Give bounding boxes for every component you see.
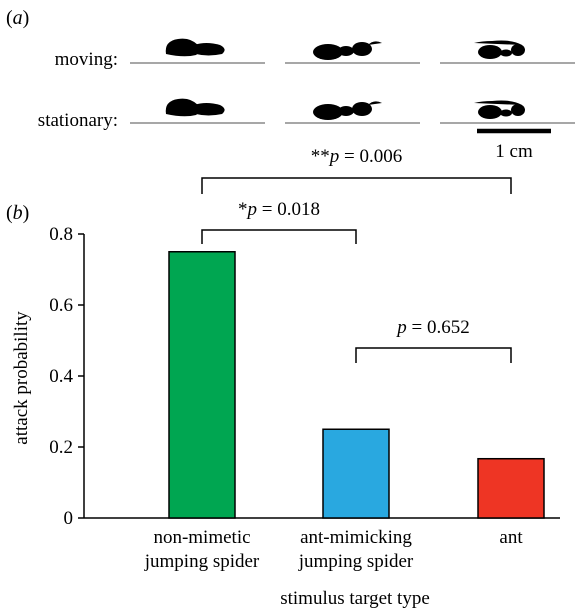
y-tick-label: 0.8 (49, 224, 73, 245)
row-label-moving: moving: (55, 49, 118, 70)
row-label-stationary: stationary: (38, 110, 118, 131)
y-tick-label: 0.2 (49, 437, 73, 458)
panel-a: (a) moving: stationary: 1 cm (6, 7, 575, 162)
y-axis-title: attack probability (11, 311, 32, 445)
category-label: jumping spider (298, 551, 414, 572)
ant-stationary-icon (474, 100, 526, 123)
panel-a-label: (a) (6, 7, 29, 29)
y-tick-label: 0.4 (49, 366, 73, 387)
panel-b-label: (b) (6, 202, 29, 224)
significance-bracket (201, 177, 512, 194)
x-axis-title: stimulus target type (280, 588, 430, 609)
ant-mimic-spider-stationary-icon (312, 101, 382, 123)
category-label: jumping spider (144, 551, 260, 572)
bar-0 (168, 251, 236, 519)
bar-chart: 0 0.2 0.4 0.6 0.8 attack probability non-mimet… (11, 146, 560, 609)
significance-label: p = 0.652 (395, 317, 469, 338)
significance-bracket (201, 229, 357, 244)
significance-label: **p = 0.006 (311, 146, 402, 167)
y-tick-label: 0.6 (49, 295, 73, 316)
category-label: ant (499, 527, 523, 548)
significance-bracket (355, 347, 512, 363)
non-mimetic-spider-stationary-icon (160, 98, 232, 123)
scale-bar-label: 1 cm (495, 141, 533, 162)
bar-1 (322, 428, 390, 519)
panel-b: (b) 0 0.2 0.4 0.6 0.8 attack probability non-m… (6, 146, 560, 609)
ant-mimic-spider-moving-icon (312, 41, 382, 63)
bar-2 (477, 457, 545, 519)
category-label: ant-mimicking (300, 527, 412, 548)
ant-moving-icon (474, 40, 526, 63)
category-label: non-mimetic (153, 527, 250, 548)
significance-label: *p = 0.018 (238, 199, 320, 220)
non-mimetic-spider-moving-icon (160, 38, 232, 63)
y-tick-label: 0 (64, 508, 74, 529)
